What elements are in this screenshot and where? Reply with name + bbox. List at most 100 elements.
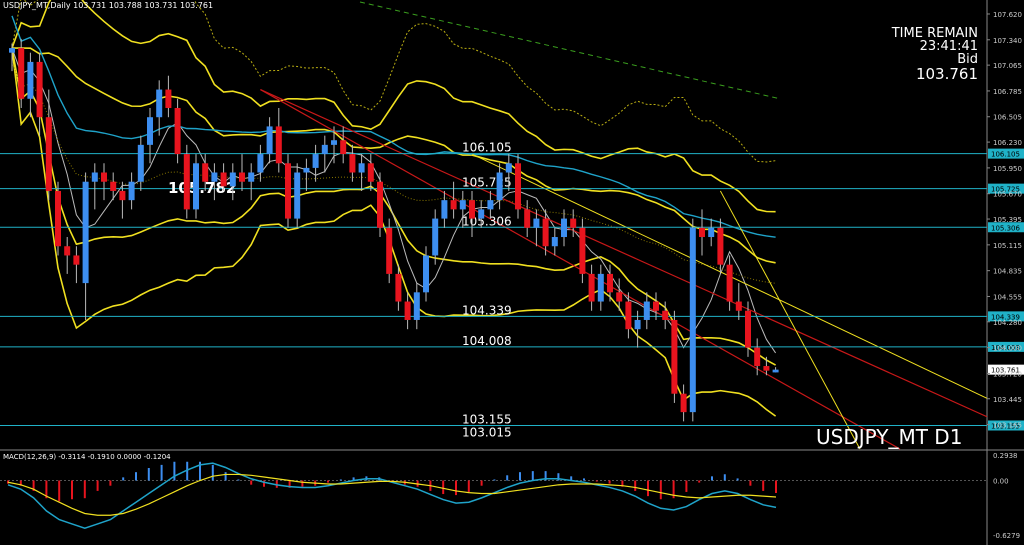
macd-y-tick-label: 0.00 [993,478,1009,486]
candle-body [699,227,705,238]
candle-body [413,292,420,320]
long-trend-dashed [359,1,781,100]
bollinger-lower-2 [11,47,777,417]
candle-body [735,301,742,311]
candle-body [505,163,512,173]
candle-body [193,163,199,210]
level-price-box-label: 105.725 [991,186,1020,194]
level-price-box [988,222,1024,233]
level-price-box [988,183,1024,194]
candle-body [708,227,715,238]
candle-body [174,107,181,155]
candle-body [303,167,310,173]
candle-body [487,200,494,210]
macd-line [7,462,777,530]
horizontal-levels: 106.105 106.105 105.725 105.725 105.306105.3… [0,141,1024,439]
y-tick-label: 106.230 [993,139,1022,147]
macd-info: MACD(12,26,9) -0.3114 -0.1910 0.0000 -0.… [3,453,171,461]
candle-body [358,163,365,173]
candle-body [202,163,209,182]
price-axis: 107.620 107.340 107.065 106.785 106.505 106.2… [987,11,1022,430]
candle-body [119,190,126,201]
candle-body [689,227,696,413]
bollinger-upper-2 [11,0,776,213]
candle-body [726,264,733,302]
candle-body [533,218,540,228]
candle-body [73,255,80,265]
candle-body [349,154,356,173]
time-remain-panel: TIME REMAIN 23:41:41 Bid 103.761 [892,27,978,82]
candle-body [515,163,521,210]
y-tick-label: 104.000 [993,345,1022,353]
candle-body [275,126,282,164]
candle-body [55,190,61,247]
candle-body [579,227,586,274]
candle-body [156,89,163,118]
level-label: 105.725 [462,176,512,190]
y-tick-label: 106.505 [993,114,1022,122]
candle-body [496,172,503,201]
candle-body [239,172,245,182]
y-tick-label: 106.785 [993,88,1022,96]
candle-body [367,163,374,182]
candle-body [331,140,337,145]
candle-body [9,48,15,53]
macd-panel: 0.2938 0.00 -0.6279 [0,452,1020,540]
level-price-box [988,148,1024,159]
candle-body [294,172,301,219]
candle-body [211,172,218,182]
candle-body [183,154,190,210]
chart-info-header: USDJPY_MT,Daily 103.731 103.788 103.731 … [3,1,214,10]
macd-signal-line [7,473,777,516]
level-price-box-label: 106.105 [991,151,1020,159]
candle-body [91,172,98,182]
candle-body [257,154,264,173]
candle-body [82,181,89,284]
level-price-box [988,341,1024,352]
level-label: 103.155 [462,412,512,426]
candles [9,38,779,422]
y-tick-label: 103.165 [993,422,1022,430]
current-price-box [988,364,1024,375]
candle-body [469,200,475,219]
y-tick-label: 103.445 [993,396,1022,404]
candle-body [616,292,623,302]
time-remain-title: TIME REMAIN [891,26,978,41]
candle-body [597,273,604,302]
candle-body [459,200,466,210]
macd-y-tick-label: -0.6279 [993,532,1020,540]
y-tick-label: 104.835 [993,268,1022,276]
y-tick-label: 107.340 [993,37,1022,45]
y-tick-label: 105.670 [993,191,1022,199]
candle-body [643,301,650,320]
candle-body [478,209,485,219]
y-tick-label: 103.720 [993,370,1022,378]
level-price-box-label: 105.306 [991,224,1020,232]
symbol-label: USDJPY_MT D1 [816,425,963,449]
candle-body [248,172,255,182]
candle-body [625,301,632,330]
candle-body [220,172,227,187]
candle-body [745,310,751,348]
bollinger-upper-1 [12,47,776,264]
candle-body [432,218,439,256]
candle-body [561,218,567,238]
y-tick-label: 105.115 [993,242,1022,250]
candle-body [763,366,770,371]
candle-body [45,117,52,191]
level-label: 104.008 [462,334,512,348]
candle-body [165,89,172,108]
candle-body [404,301,411,320]
level-price-box [988,311,1024,322]
candle-body [147,117,153,145]
cloud-span [11,61,776,284]
macd-y-tick-label: 0.2938 [993,452,1018,460]
candle-body [36,61,43,118]
candle-body [588,273,595,302]
candle-body [524,209,531,228]
bid-value: 103.761 [915,65,978,83]
candle-body [754,347,761,367]
candle-body [450,200,457,210]
candle-body [772,369,779,373]
